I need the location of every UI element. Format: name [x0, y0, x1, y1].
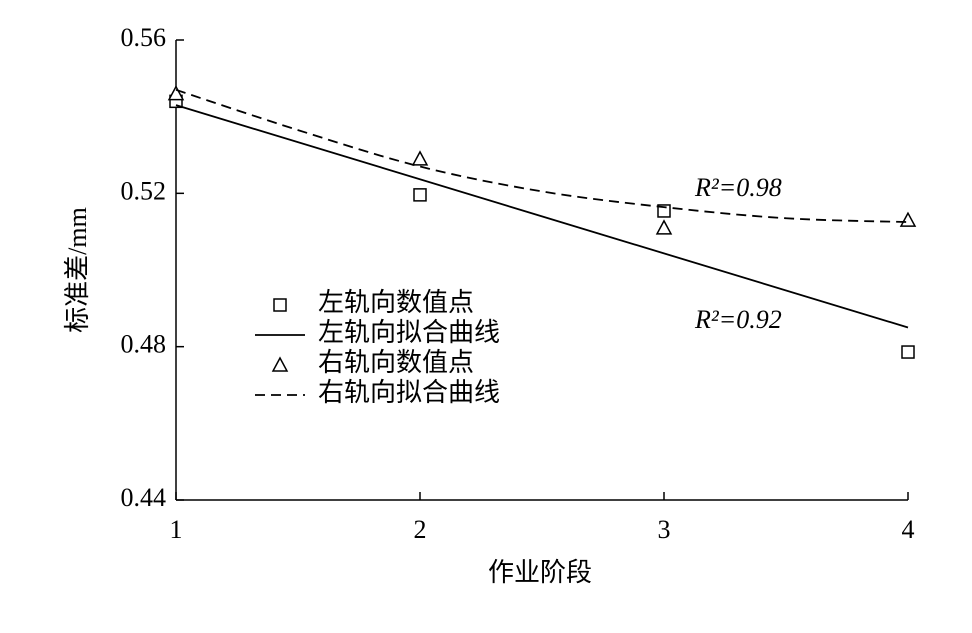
x-tick-label: 2 [414, 515, 427, 544]
x-axis-label: 作业阶段 [488, 558, 592, 587]
x-tick-label: 4 [902, 515, 915, 544]
triangle-marker [411, 150, 429, 166]
triangle-marker [167, 85, 185, 101]
triangle-marker [655, 219, 673, 235]
legend-label: 左轨向数值点 [318, 288, 474, 317]
fit-line [175, 88, 909, 223]
legend-label: 右轨向数值点 [318, 348, 474, 377]
y-tick-label: 0.48 [121, 330, 167, 359]
y-tick-label: 0.56 [121, 23, 167, 52]
fit-line [175, 104, 909, 329]
square-marker [901, 345, 915, 359]
square-marker [273, 298, 287, 312]
square-marker [413, 188, 427, 202]
y-axis-label: 标准差/mm [63, 207, 92, 333]
triangle-marker [899, 211, 917, 227]
annotation: R²=0.92 [694, 305, 782, 334]
square-marker [657, 204, 671, 218]
legend-label: 右轨向拟合曲线 [318, 378, 500, 407]
y-tick-label: 0.52 [121, 176, 167, 205]
x-tick-label: 3 [658, 515, 671, 544]
legend-label: 左轨向拟合曲线 [318, 318, 500, 347]
x-tick-label: 1 [170, 515, 183, 544]
annotation: R²=0.98 [694, 173, 782, 202]
triangle-marker [271, 356, 289, 372]
y-tick-label: 0.44 [121, 483, 167, 512]
